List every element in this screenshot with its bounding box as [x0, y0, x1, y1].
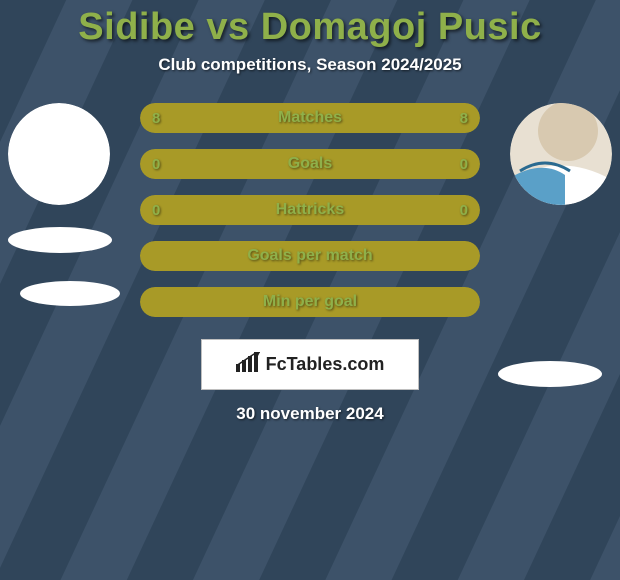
stat-bar-matches: Matches8 8: [140, 103, 480, 133]
date-label: 30 november 2024: [236, 404, 383, 424]
decor-ellipse-left-2: [20, 281, 120, 306]
stat-bar-goals-per-match: Goals per match: [140, 241, 480, 271]
stat-bar-goals: Goals0 0: [140, 149, 480, 179]
comparison-title: Sidibe vs Domagoj Pusic: [78, 6, 541, 49]
logo-text: FcTables.com: [266, 354, 385, 375]
player-right-avatar: [510, 103, 612, 205]
comparison-area: Matches88Goals00Hattricks00Goals per mat…: [0, 103, 620, 317]
logo-chart-icon: [236, 352, 260, 377]
stat-bar-right-value: 0: [460, 195, 468, 225]
stat-bar-left-value: 0: [152, 149, 160, 179]
stat-bar-min-per-goal: Min per goal: [140, 287, 480, 317]
decor-ellipse-left-1: [8, 227, 112, 253]
player-left-avatar: [8, 103, 110, 205]
stat-bars: Matches88Goals00Hattricks00Goals per mat…: [140, 103, 480, 317]
stat-bar-label: Goals per match: [140, 241, 480, 271]
stat-bar-hattricks: Hattricks0 0: [140, 195, 480, 225]
stat-bar-right-value: 8: [460, 103, 468, 133]
comparison-subtitle: Club competitions, Season 2024/2025: [158, 55, 461, 75]
decor-ellipse-right-1: [498, 361, 602, 387]
stat-bar-label: Hattricks: [140, 195, 480, 225]
stat-bar-left-value: 0: [152, 195, 160, 225]
stat-bar-label: Min per goal: [140, 287, 480, 317]
stat-bar-label: Goals: [140, 149, 480, 179]
fctables-logo: FcTables.com: [201, 339, 420, 390]
stat-bar-label: Matches: [140, 103, 480, 133]
stat-bar-left-value: 8: [152, 103, 160, 133]
stat-bar-right-value: 0: [460, 149, 468, 179]
